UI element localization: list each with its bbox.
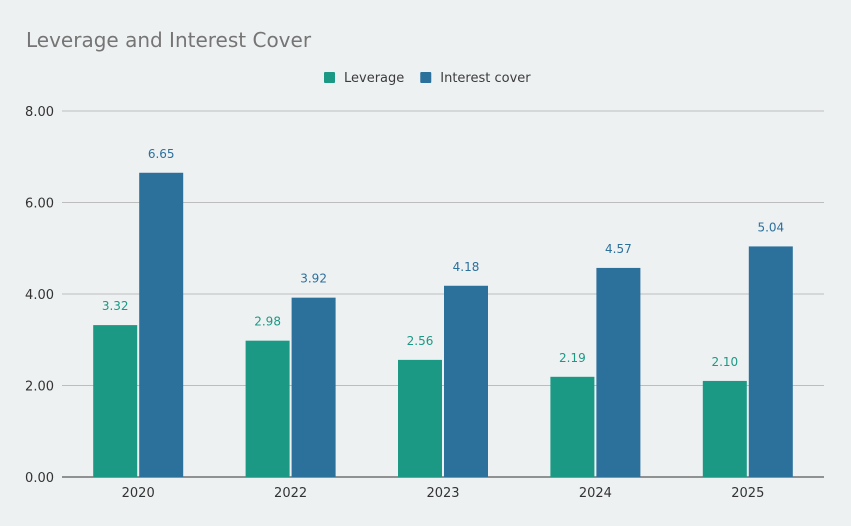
data-label: 5.04 [757,220,784,234]
bar-leverage [93,325,138,477]
x-tick-label: 2022 [274,486,307,501]
data-label: 4.18 [453,260,480,274]
bar-interest-cover [291,297,336,477]
legend-label: Leverage [344,71,404,86]
x-tick-label: 2024 [579,486,612,501]
x-tick-label: 2020 [122,486,155,501]
data-label: 3.92 [300,272,327,286]
data-label: 4.57 [605,242,632,256]
bar-interest-cover [748,246,793,477]
bar-interest-cover [596,267,641,477]
x-tick-label: 2023 [426,486,459,501]
data-label: 2.10 [711,355,738,369]
legend-swatch [420,72,432,83]
data-label: 3.32 [102,299,129,313]
y-tick-label: 6.00 [25,197,54,212]
bar-leverage [550,376,595,477]
bar-leverage [398,359,442,477]
x-tick-label: 2025 [731,486,764,501]
data-label: 2.56 [407,334,434,348]
chart-title: Leverage and Interest Cover [26,28,312,52]
legend-swatch [324,72,335,83]
y-tick-label: 2.00 [25,380,54,395]
data-label: 2.19 [559,351,586,365]
y-tick-label: 8.00 [25,105,54,120]
bar-interest-cover [139,172,184,477]
bar-leverage [702,380,747,477]
y-tick-label: 4.00 [25,288,54,303]
data-label: 2.98 [254,315,281,329]
bar-interest-cover [444,285,488,477]
legend-label: Interest cover [440,71,531,86]
data-label: 6.65 [148,147,175,161]
bar-leverage [245,340,290,477]
y-tick-label: 0.00 [25,471,54,486]
